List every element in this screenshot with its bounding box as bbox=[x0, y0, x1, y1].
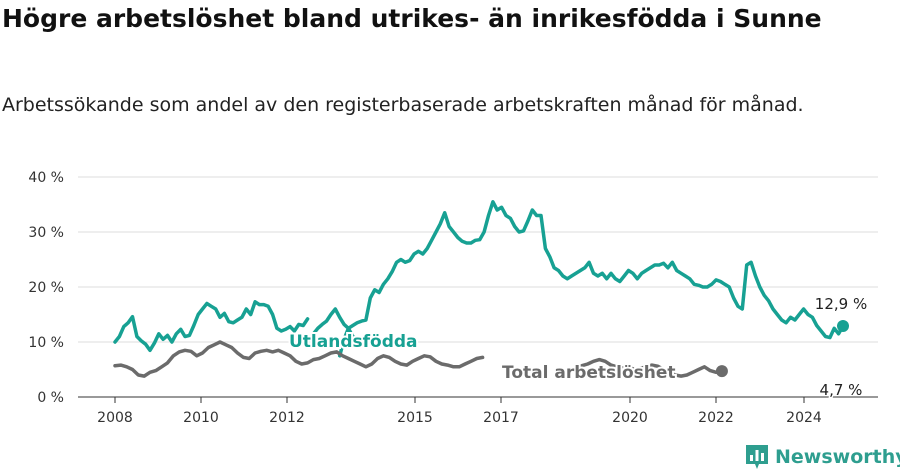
y-tick-label: 0 % bbox=[37, 390, 64, 406]
logo-text: Newsworthy bbox=[775, 446, 900, 468]
utlandsfodda-end-point bbox=[837, 320, 849, 333]
end-label-total: 4,7 % bbox=[820, 381, 863, 399]
utlandsfodda-line-segment bbox=[337, 200, 845, 358]
labels: Utlandsfödda Total arbetslöshet 12,9 % 4,7 … bbox=[287, 295, 867, 401]
x-tick-label: 2010 bbox=[183, 410, 219, 426]
series-label-utlandsfodda: Utlandsfödda bbox=[289, 332, 418, 352]
chart-title: Högre arbetslöshet bland utrikes- än inr… bbox=[2, 4, 822, 33]
utlandsfodda-line-segment bbox=[311, 307, 359, 342]
bar-chart-icon bbox=[746, 445, 768, 469]
utlandsfodda-line-segment bbox=[113, 300, 310, 353]
x-tick-label: 2022 bbox=[698, 410, 734, 426]
axes: 0 % 10 % 20 % 30 % 40 % 2008 2010 2012 2015 2017 2… bbox=[28, 170, 878, 426]
x-tick-label: 2020 bbox=[612, 410, 648, 426]
y-tick-label: 30 % bbox=[28, 225, 64, 241]
newsworthy-logo: Newsworthy bbox=[745, 443, 900, 471]
x-tick-label: 2017 bbox=[483, 410, 519, 426]
total-end-point bbox=[715, 365, 728, 378]
y-tick-label: 40 % bbox=[28, 170, 64, 186]
series-label-total: Total arbetslöshet bbox=[502, 363, 676, 383]
y-tick-label: 10 % bbox=[28, 335, 64, 351]
total-line-segment bbox=[574, 357, 724, 378]
end-label-utlandsfodda: 12,9 % bbox=[815, 295, 867, 313]
x-tick-label: 2015 bbox=[397, 410, 433, 426]
x-tick-label: 2024 bbox=[786, 410, 822, 426]
total-line-segment bbox=[113, 340, 485, 378]
series-lines bbox=[113, 200, 849, 378]
x-tick-label: 2012 bbox=[269, 410, 305, 426]
line-chart: 0 % 10 % 20 % 30 % 40 % 2008 2010 2012 2015 2017 2… bbox=[28, 170, 878, 426]
chart-subtitle: Arbetssökande som andel av den registerb… bbox=[2, 94, 804, 116]
x-tick-label: 2008 bbox=[97, 410, 133, 426]
y-tick-label: 20 % bbox=[28, 280, 64, 296]
